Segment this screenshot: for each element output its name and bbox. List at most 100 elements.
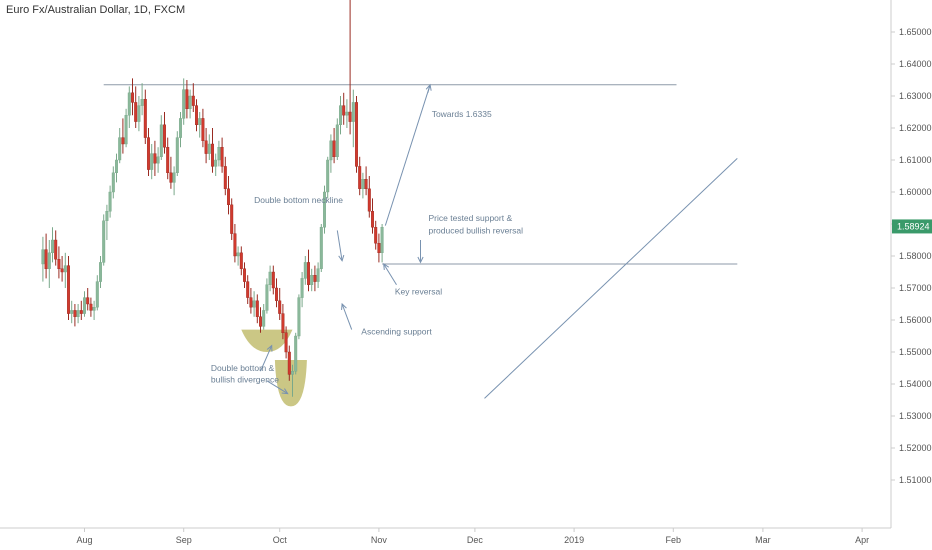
candle [278, 288, 282, 320]
price-axis[interactable]: 1.51000 1.52000 1.53000 1.54000 1.55000 1.560… [891, 27, 932, 485]
candle-body [217, 146, 221, 161]
candle [361, 172, 365, 199]
candle-body [223, 166, 227, 189]
candle [118, 128, 122, 164]
candle-body [300, 278, 304, 298]
candle-body [153, 153, 157, 164]
candle [44, 233, 48, 279]
annotation-arrows [260, 83, 432, 395]
candle-body [178, 118, 182, 138]
candle [307, 249, 311, 292]
horizontal-levels[interactable] [103, 84, 738, 265]
candle [358, 156, 362, 196]
candle-body [188, 95, 192, 110]
candle [316, 262, 320, 288]
candle-body [182, 89, 186, 119]
candle [124, 108, 128, 148]
candle-body [339, 105, 343, 125]
candle [284, 326, 288, 359]
second-bottom-arrow [266, 380, 288, 395]
candle [303, 256, 307, 285]
candle [98, 256, 102, 288]
candle-body [367, 188, 371, 212]
candle [275, 278, 279, 308]
annotations: Towards 1.6335 Double bottom neckline Pr… [211, 109, 523, 385]
candle [262, 304, 266, 330]
candle-body [345, 111, 349, 116]
neckline-arrow-head [338, 254, 345, 262]
time-tick-label: Feb [666, 535, 682, 545]
candle-body [44, 249, 48, 270]
candle-body [143, 98, 147, 138]
time-axis[interactable]: Aug Sep Oct Nov Dec 2019 Feb Mar Apr [76, 528, 869, 545]
candle-body [287, 351, 291, 375]
candle-body [246, 281, 250, 298]
candle-body [63, 265, 67, 273]
candle [150, 144, 154, 180]
candle [255, 294, 259, 324]
candle [102, 214, 106, 266]
trend-lines[interactable] [384, 84, 738, 399]
candle [182, 78, 186, 125]
time-tick-label: 2019 [564, 535, 584, 545]
candle-body [73, 310, 77, 317]
target-projection-line[interactable] [384, 84, 431, 226]
candle-body [262, 310, 266, 327]
candle-body [185, 89, 189, 109]
candle [140, 83, 144, 116]
candle [169, 156, 173, 189]
candle [374, 220, 378, 250]
candle [201, 108, 205, 148]
candle-body [275, 287, 279, 302]
price-tick-label: 1.62000 [899, 123, 932, 133]
candle-body [329, 140, 333, 161]
candle-body [297, 297, 301, 337]
price-tick-label: 1.61000 [899, 155, 932, 165]
candle [66, 256, 70, 320]
annotation-ascending-support: Ascending support [361, 326, 432, 336]
candle-body [377, 242, 381, 253]
candle [92, 300, 96, 320]
candle-body [201, 118, 205, 142]
price-tick-label: 1.54000 [899, 379, 932, 389]
candle-body [98, 262, 102, 282]
chart-title: Euro Fx/Australian Dollar, 1D, FXCM [6, 4, 186, 16]
ascending-support-line[interactable] [484, 158, 738, 399]
candle-body [92, 307, 96, 311]
candle [239, 246, 243, 276]
candle [143, 89, 147, 144]
candle-body [172, 172, 176, 183]
annotation-double-bottom-line1: Double bottom & [211, 363, 275, 373]
candle [329, 134, 333, 173]
first-bottom-arrow-head [266, 344, 273, 352]
candle [291, 364, 295, 397]
ascending-support-arrow [341, 303, 353, 330]
candle [172, 166, 176, 196]
annotation-key-reversal: Key reversal [395, 286, 442, 296]
candle-body [374, 226, 378, 244]
candle [300, 272, 304, 308]
candle [342, 92, 346, 125]
candle-body [130, 92, 134, 103]
candle-body [268, 271, 272, 286]
candle-body [150, 153, 154, 170]
candle [146, 128, 150, 176]
candle [287, 345, 291, 381]
candle-body [313, 275, 317, 282]
price-tick-label: 1.51000 [899, 475, 932, 485]
candle-body [242, 268, 246, 282]
candle-body [284, 332, 288, 353]
candle-body [191, 95, 195, 106]
candle-body [236, 252, 240, 257]
second-bottom-arrow-head [281, 388, 289, 395]
ascending-support-arrow-head [341, 302, 347, 311]
second-bottom-highlight [274, 360, 307, 407]
price-tick-label: 1.60000 [899, 187, 932, 197]
candle-body [79, 310, 83, 314]
candle-body [303, 262, 307, 279]
candle-body [326, 159, 330, 193]
candle [175, 131, 179, 176]
candle-body [60, 268, 64, 273]
candle-body [82, 297, 86, 314]
candle [60, 256, 64, 282]
